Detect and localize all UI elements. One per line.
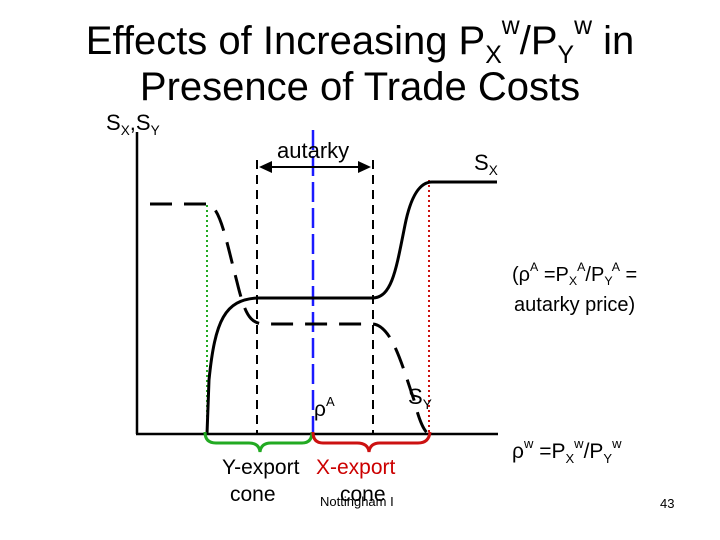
autarky-arrow-right-head (358, 161, 371, 173)
y-export-cone-label: cone (230, 483, 276, 506)
autarky-price-note-line-1: (ρA =PXA/PYA = (512, 260, 638, 289)
sy-supply-curve (150, 202, 430, 436)
footer-text: Nottingham I (320, 494, 394, 509)
world-price-label: ρw =PXw/PYw (512, 435, 622, 466)
x-export-cone-label: cone (340, 483, 386, 506)
sx-curve-label: SX (474, 150, 498, 178)
autarky-price-note: (ρA =PXA/PYA = autarky price) (512, 260, 637, 320)
y-export-label: Y-export (222, 456, 300, 479)
page-number: 43 (660, 496, 675, 511)
autarky-label: autarky (277, 138, 350, 163)
rho-autarky-label: ρA (314, 393, 335, 421)
sx-supply-curve (205, 180, 497, 435)
y-export-brace (203, 431, 314, 453)
title-line-1: Effects of Increasing PXw/PYw in (85, 13, 635, 69)
slide-title: Effects of Increasing PXw/PYw in Presenc… (0, 13, 720, 110)
autarky-price-note-line-2: autarky price) (514, 294, 636, 316)
title-line-2: Presence of Trade Costs (139, 65, 581, 109)
x-export-brace (311, 431, 432, 453)
autarky-arrow-left-head (259, 161, 272, 173)
sy-curve-label: SY (408, 384, 432, 412)
x-export-label: X-export (316, 456, 396, 479)
y-axis-label: SX,SY (106, 110, 160, 138)
